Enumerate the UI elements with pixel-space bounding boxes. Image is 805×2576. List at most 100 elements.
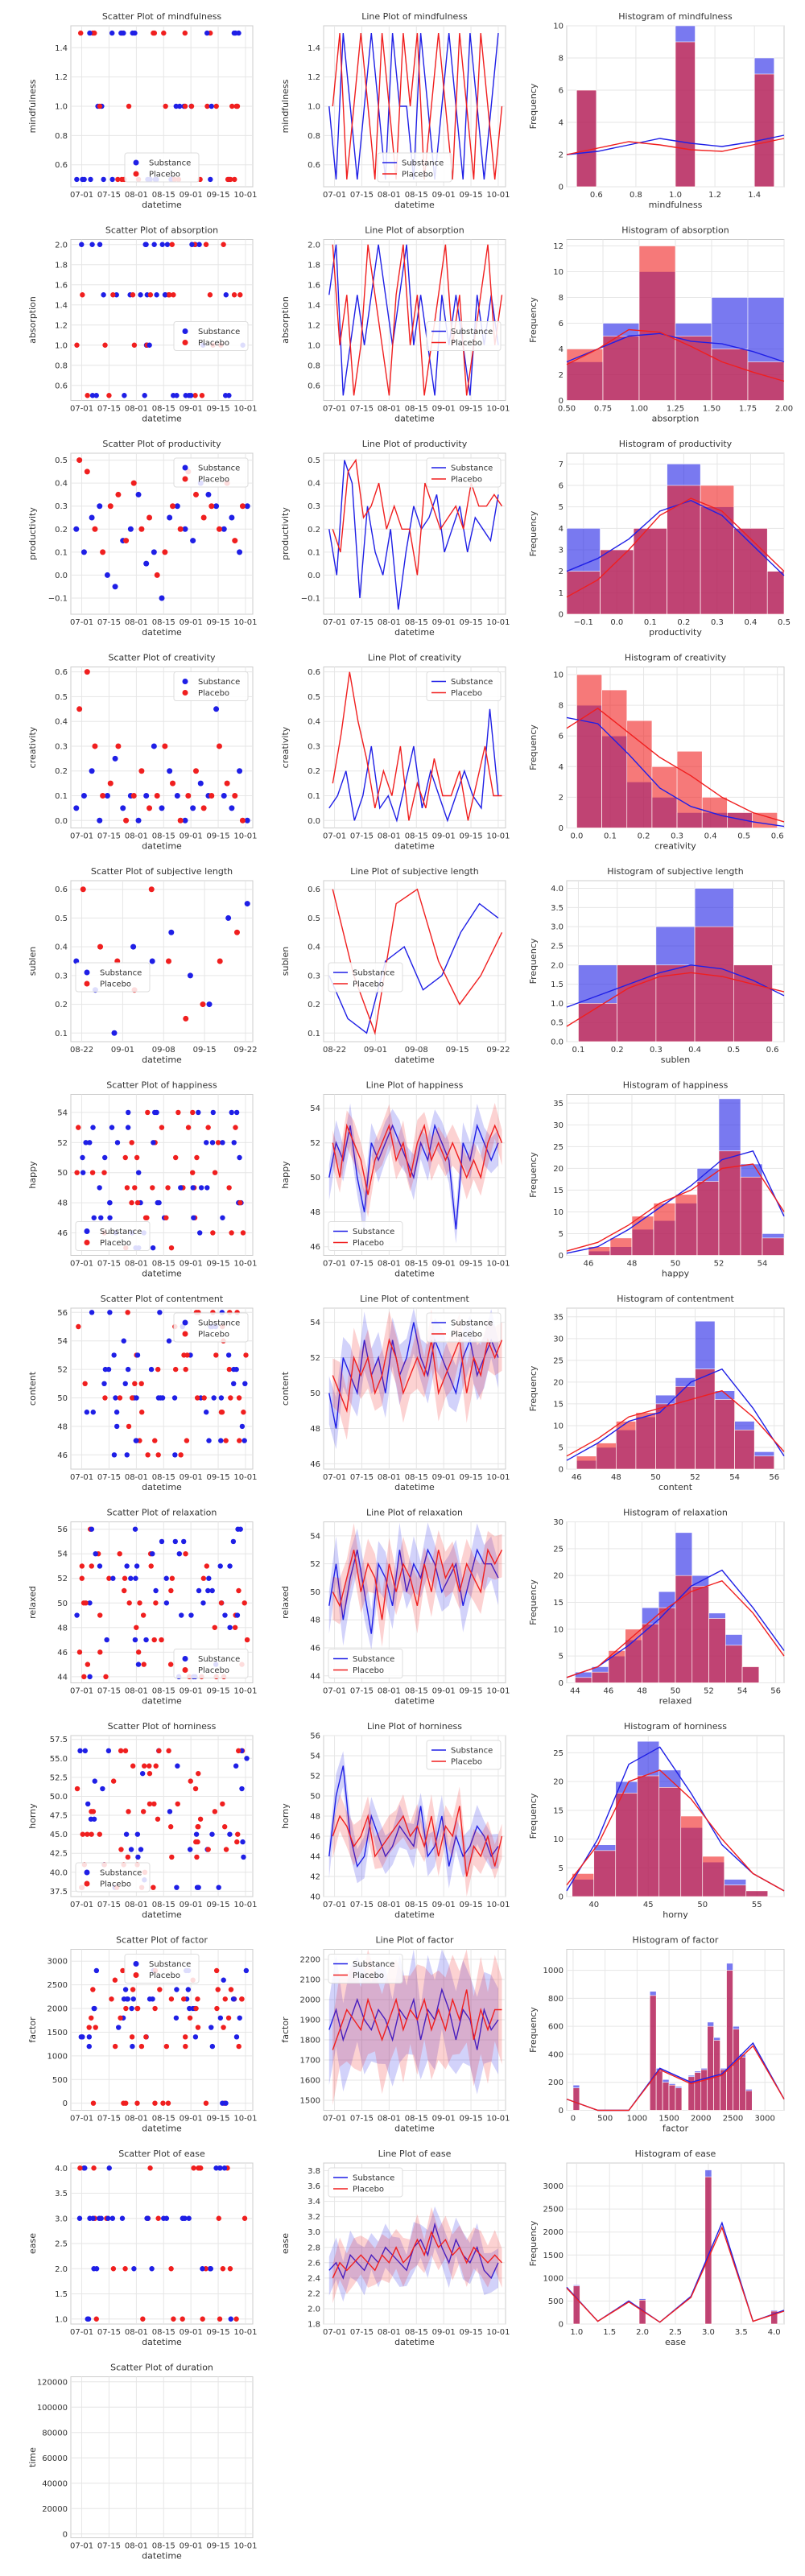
scatter-horniness-point-substance [85, 1801, 91, 1807]
scatter-horniness-point-substance [240, 1839, 246, 1845]
scatter-creativity-point-placebo [123, 817, 130, 824]
scatter-factor-point-placebo [163, 2043, 170, 2050]
scatter-horniness-point-substance [134, 1831, 141, 1837]
scatter-contentment-point-placebo [102, 1395, 108, 1401]
scatter-mindfulness-point-placebo [232, 176, 237, 183]
scatter-happiness-date-label: 07-15 [97, 1260, 121, 1269]
hist-ease-bar-placebo [572, 2285, 580, 2325]
hist-happiness-kde-placebo [566, 1163, 785, 1252]
scatter-duration-ytick-label: 20000 [42, 2505, 68, 2514]
scatter-contentment-legend-marker-placebo [182, 1331, 188, 1337]
scatter-happiness-legend-marker-placebo [84, 1240, 90, 1245]
scatter-creativity-point-placebo [185, 793, 192, 799]
scatter-ease-point-placebo [242, 2215, 248, 2221]
scatter-horniness-point-placebo [156, 1748, 162, 1754]
scatter-relaxation-point-placebo [122, 1575, 128, 1581]
scatter-productivity-point-placebo [92, 526, 98, 532]
line-horniness-date-label: 09-01 [432, 1901, 456, 1909]
line-creativity-ylabel: creativity [280, 726, 291, 768]
scatter-contentment-point-placebo [129, 1395, 135, 1401]
scatter-contentment-point-placebo [117, 1395, 123, 1401]
scatter-factor-point-placebo [90, 2100, 97, 2106]
scatter-ease-point-substance [76, 2215, 83, 2221]
line-ease-date-label: 09-01 [432, 2328, 456, 2337]
scatter-happiness-point-placebo [74, 1170, 80, 1175]
hist-ease-xtick-label: 2.5 [669, 2328, 682, 2337]
scatter-horniness-point-substance [209, 1831, 215, 1837]
scatter-mindfulness-point-substance [118, 30, 124, 36]
scatter-mindfulness-ytick-label: 1.0 [55, 103, 68, 112]
scatter-factor-ytick-label: 0 [63, 2099, 68, 2108]
scatter-contentment-point-placebo [138, 1410, 145, 1415]
hist-productivity-bar-placebo [700, 485, 734, 615]
scatter-horniness-point-placebo [140, 1809, 147, 1814]
scatter-creativity-point-placebo [76, 706, 83, 712]
scatter-contentment-point-placebo [125, 1310, 130, 1315]
scatter-absorption-ytick-label: 0.8 [55, 361, 68, 370]
scatter-mindfulness-legend-label-substance: Substance [149, 159, 191, 168]
line-factor-ci-band-substance [328, 1949, 498, 2095]
scatter-contentment-point-substance [239, 1423, 246, 1430]
line-relaxation-date-label: 09-01 [432, 1687, 456, 1696]
scatter-creativity-ytick-label: 0.1 [55, 792, 68, 801]
hist-ease-xtick-label: 3.0 [702, 2328, 715, 2337]
scatter-contentment-point-substance [124, 1452, 130, 1458]
hist-relaxation-xtick-label: 56 [770, 1687, 781, 1696]
line-relaxation-date-label: 09-15 [460, 1687, 483, 1696]
scatter-ease-point-placebo [147, 2165, 153, 2171]
scatter-ease-ylabel: ease [27, 2233, 38, 2254]
scatter-contentment-point-placebo [184, 1438, 190, 1443]
scatter-productivity-point-substance [89, 514, 95, 521]
scatter-productivity-point-placebo [115, 491, 122, 497]
line-creativity-ytick-label: 0.4 [308, 718, 320, 727]
line-contentment-panel: Line Plot of contentment 46 48 50 52 54 07-01 0… [280, 1294, 510, 1492]
line-creativity-title: Line Plot of creativity [368, 653, 462, 663]
hist-productivity-xlabel: productivity [649, 627, 702, 638]
scatter-relaxation-point-substance [196, 1587, 202, 1594]
scatter-horniness-ytick-label: 37.5 [50, 1888, 68, 1897]
scatter-relaxation-point-substance [124, 1563, 130, 1569]
line-ease-legend-label-placebo: Placebo [353, 2186, 384, 2194]
line-contentment-date-label: 09-15 [460, 1473, 483, 1482]
hist-ease-ytick-label: 2000 [543, 2228, 564, 2237]
line-factor-date-label: 07-01 [323, 2115, 346, 2124]
line-factor-legend: Substance Placebo [328, 1954, 403, 1984]
scatter-productivity-point-substance [73, 526, 80, 532]
line-ease-panel: Line Plot of ease 1.8 2.0 2.2 2.4 2.6 2.8 3.0 3.… [280, 2149, 510, 2347]
scatter-productivity-point-substance [213, 503, 220, 510]
scatter-productivity-legend-box [173, 457, 249, 488]
scatter-contentment-date-label: 08-15 [152, 1473, 175, 1482]
scatter-productivity-point-substance [80, 549, 87, 555]
scatter-relaxation-point-substance [200, 1600, 206, 1606]
scatter-factor-date-label: 09-15 [207, 2115, 230, 2124]
scatter-happiness-point-substance [126, 1109, 131, 1116]
scatter-happiness-point-substance [231, 1140, 237, 1146]
scatter-relaxation-point-substance [150, 1550, 155, 1557]
hist-ease-ylabel: Frequency [528, 2220, 539, 2266]
scatter-relaxation-point-placebo [232, 1624, 238, 1630]
scatter-ease-point-placebo [180, 2316, 185, 2322]
line-contentment-ytick-label: 48 [310, 1425, 320, 1434]
scatter-contentment-point-placebo [181, 1352, 187, 1358]
line-happiness-date-label: 08-15 [405, 1260, 428, 1269]
hist-subjective-length-xtick-label: 0.1 [572, 1046, 585, 1055]
line-relaxation-date-label: 07-01 [323, 1687, 346, 1696]
scatter-relaxation-point-placebo [85, 1662, 91, 1667]
line-creativity-ytick-label: 0.6 [308, 668, 320, 677]
line-productivity-date-label: 08-15 [405, 618, 428, 627]
scatter-contentment-point-placebo [138, 1381, 144, 1387]
scatter-duration-ytick-label: 60000 [42, 2454, 68, 2463]
hist-horniness-ytick-label: 20 [553, 1778, 564, 1787]
scatter-relaxation-date-label: 07-01 [70, 1687, 93, 1696]
scatter-contentment-point-substance [148, 1366, 155, 1373]
scatter-creativity-point-placebo [147, 805, 153, 811]
line-mindfulness-legend-label-placebo: Placebo [402, 171, 433, 180]
hist-ease-xtick-label: 1.5 [603, 2328, 616, 2337]
scatter-horniness-point-substance [123, 1831, 130, 1837]
scatter-horniness-point-substance [241, 1854, 246, 1860]
hist-ease-xtick-label: 1.0 [570, 2328, 583, 2337]
hist-mindfulness-xtick-label: 1.4 [748, 191, 761, 200]
scatter-relaxation-point-placebo [140, 1612, 147, 1618]
line-horniness-date-label: 08-01 [378, 1901, 401, 1909]
hist-relaxation-kde-placebo [566, 1579, 785, 1678]
